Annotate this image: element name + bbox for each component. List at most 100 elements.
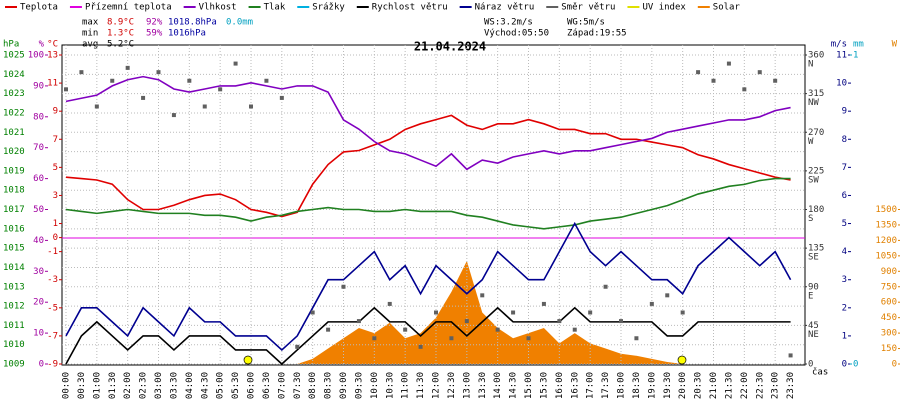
x-tick-label: 05:00 <box>216 372 226 399</box>
y-tick-label: 0 <box>808 360 813 370</box>
x-tick-label: 21:00 <box>709 372 719 399</box>
scatter-point <box>788 353 793 358</box>
compass-label: SE <box>808 253 819 263</box>
axis-title: °C <box>47 40 58 50</box>
y-tick-label: 8 <box>842 135 847 145</box>
y-tick-label: 1018 <box>3 186 25 196</box>
y-tick-label: 1023 <box>3 89 25 99</box>
x-tick-label: 22:00 <box>740 372 750 399</box>
scatter-point <box>464 319 469 324</box>
y-tick-label: 45 <box>808 321 819 331</box>
legend-label: Solar <box>713 3 741 13</box>
stat: WG:5m/s <box>567 18 605 28</box>
y-tick-label: 1024 <box>3 70 25 80</box>
scatter-point <box>773 78 778 83</box>
y-tick-label: 0 <box>39 360 44 370</box>
y-tick-label: 3 <box>53 191 58 201</box>
legend-label: Směr větru <box>561 3 615 13</box>
scatter-point <box>619 319 623 324</box>
sunrise-marker <box>243 355 253 365</box>
scatter-point <box>665 293 670 298</box>
y-tick-label: 1020 <box>3 147 25 157</box>
scatter-point <box>249 104 253 109</box>
y-tick-label: 1200 <box>875 236 897 246</box>
scatter-point <box>557 319 562 324</box>
legend-label: UV index <box>642 3 686 13</box>
y-tick-label: 9 <box>842 107 847 117</box>
x-tick-label: 23:30 <box>786 372 796 399</box>
x-tick-label: 13:00 <box>462 372 472 399</box>
y-tick-label: 1 <box>53 219 58 229</box>
scatter-point <box>511 310 516 315</box>
y-tick-label: 300 <box>881 329 897 339</box>
x-tick-label: 01:00 <box>92 372 102 399</box>
y-tick-label: 1009 <box>3 360 25 370</box>
scatter-point <box>94 104 99 109</box>
scatter-point <box>680 310 685 315</box>
y-tick-label: 10 <box>33 329 44 339</box>
y-tick-label: 50 <box>33 205 44 215</box>
x-tick-label: 16:00 <box>555 372 565 399</box>
stat-label: avg <box>82 40 98 50</box>
y-tick-label: 150 <box>881 344 897 354</box>
x-tick-label: 15:30 <box>539 372 549 399</box>
y-tick-label: 80 <box>33 112 44 122</box>
y-tick-label: 135 <box>808 244 824 254</box>
scatter-point <box>218 87 223 92</box>
plot-frame <box>61 44 806 366</box>
scatter-point <box>79 70 84 75</box>
scatter-point <box>326 327 331 332</box>
y-tick-label: 7 <box>842 163 847 173</box>
compass-label: SW <box>808 175 819 185</box>
scatter-point <box>295 344 300 349</box>
axis-title: hPa <box>3 40 19 50</box>
x-tick-label: 08:30 <box>324 372 334 399</box>
sunset-marker <box>677 355 687 365</box>
y-tick-label: 1010 <box>3 340 25 350</box>
y-tick-label: 3 <box>842 275 847 285</box>
x-tick-label: 03:00 <box>154 372 164 399</box>
legend-label: Přízemní teplota <box>85 3 172 13</box>
scatter-point <box>742 87 747 92</box>
x-tick-label: 23:00 <box>771 372 781 399</box>
y-tick-label: 5 <box>53 163 58 173</box>
y-tick-label: 1 <box>842 331 847 341</box>
y-tick-label: 90 <box>33 81 44 91</box>
scatter-point <box>264 78 269 83</box>
scatter-point <box>403 327 408 332</box>
legend-label: Rychlost větru <box>372 3 448 13</box>
y-tick-label: 1011 <box>3 321 25 331</box>
scatter-point <box>711 78 716 83</box>
series-line <box>65 221 792 352</box>
x-tick-label: 03:30 <box>169 372 179 399</box>
stat: 1.3°C <box>107 29 134 39</box>
y-tick-label: 0 <box>853 360 858 370</box>
x-tick-label: 02:00 <box>123 372 133 399</box>
y-tick-label: 0 <box>53 233 58 243</box>
y-tick-label: 0 <box>892 360 897 370</box>
legend-label: Náraz větru <box>475 3 535 13</box>
legend-label: Teplota <box>20 3 58 13</box>
scatter-point <box>372 336 377 341</box>
stat: WS:3.2m/s <box>484 18 533 28</box>
scatter-point <box>125 65 130 70</box>
y-tick-label: 1050 <box>875 251 897 261</box>
scatter-point <box>449 336 454 341</box>
y-tick-label: 1015 <box>3 244 25 254</box>
stat: 92% <box>146 18 163 28</box>
scatter-point <box>480 293 485 298</box>
y-tick-label: 315 <box>808 89 824 99</box>
stat: Východ:05:50 <box>484 29 549 39</box>
y-tick-label: 60 <box>33 174 44 184</box>
series-line <box>65 114 791 218</box>
x-tick-label: 19:00 <box>647 372 657 399</box>
scatter-point <box>572 327 577 332</box>
x-tick-label: 06:00 <box>247 372 257 399</box>
legend-label: Vlhkost <box>199 3 237 13</box>
scatter-point <box>649 301 654 306</box>
x-tick-label: 15:00 <box>524 372 534 399</box>
scatter-point <box>141 95 146 100</box>
series-line <box>65 75 791 171</box>
y-tick-label: 11 <box>836 51 847 61</box>
scatter-point <box>202 104 207 109</box>
